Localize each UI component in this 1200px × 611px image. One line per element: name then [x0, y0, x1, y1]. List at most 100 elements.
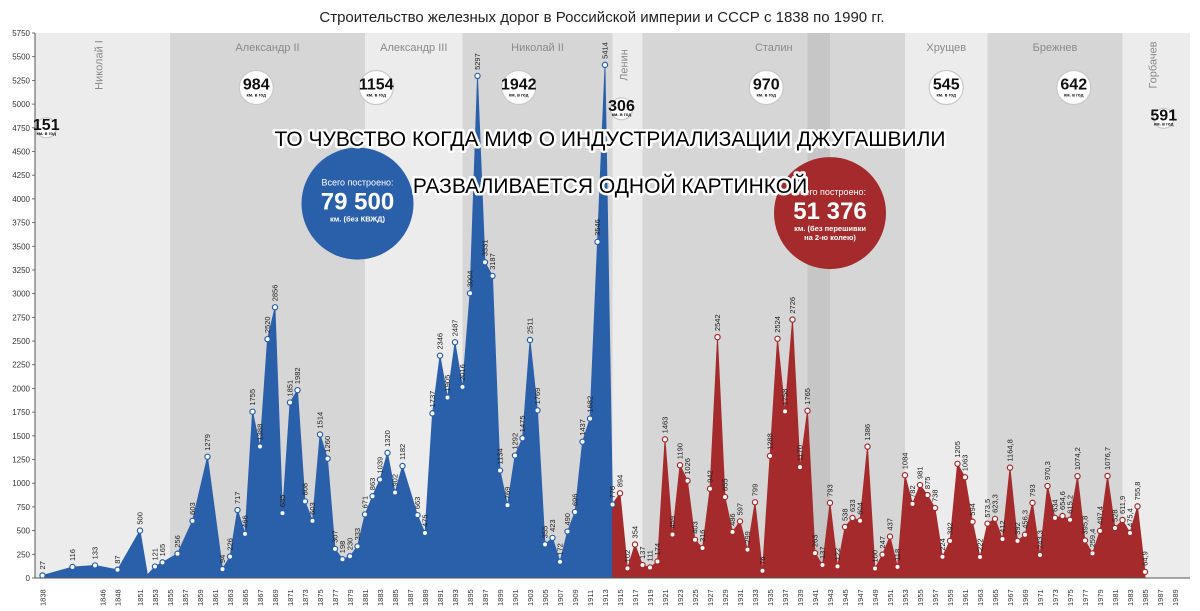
x-tick-label: 1909 — [571, 589, 580, 606]
x-tick-label: 1937 — [781, 589, 790, 606]
data-label: 615,2 — [1066, 495, 1075, 514]
era-label-3: Николай II — [511, 42, 564, 54]
badge-value: 970 — [753, 77, 780, 94]
data-point — [361, 511, 369, 518]
data-label: 500 — [136, 512, 145, 525]
x-tick-label: 1901 — [511, 589, 520, 606]
data-label: 133 — [91, 547, 100, 560]
data-point — [909, 500, 916, 508]
data-point — [414, 511, 421, 519]
x-tick-label: 1989 — [1171, 589, 1180, 606]
data-label: 894 — [616, 475, 625, 488]
data-point — [331, 545, 339, 553]
data-point — [309, 517, 316, 525]
data-label: 717 — [233, 492, 242, 505]
x-tick-label: 1957 — [931, 589, 940, 606]
era-label-0: Николай I — [94, 40, 106, 90]
era-band-4 — [612, 33, 643, 578]
y-tick-label: 5000 — [12, 100, 30, 109]
data-point — [256, 443, 264, 450]
y-tick-label: 500 — [17, 527, 31, 536]
y-tick-label: 4500 — [12, 147, 30, 156]
data-point — [39, 572, 46, 579]
x-tick-label: 1857 — [181, 589, 190, 606]
x-tick-label: 1853 — [151, 589, 160, 606]
data-point — [804, 407, 811, 414]
data-point — [1029, 499, 1036, 507]
total-circle-bg — [774, 157, 886, 270]
x-tick-label: 1905 — [541, 589, 550, 606]
x-tick-label: 1965 — [991, 589, 1000, 606]
data-point — [549, 534, 556, 542]
data-label: 111 — [646, 550, 655, 561]
data-label: 333 — [353, 528, 362, 541]
data-point — [699, 544, 706, 552]
badge-unit: км. в год — [367, 93, 387, 98]
badge-value: 1942 — [501, 77, 537, 94]
data-label: 437 — [886, 518, 895, 531]
x-tick-label: 1981 — [1111, 589, 1120, 606]
x-tick-label: 1963 — [976, 589, 985, 606]
data-label: 355 — [541, 526, 550, 539]
data-point — [346, 553, 354, 560]
data-point — [451, 339, 459, 346]
data-label: 1769 — [533, 388, 542, 405]
data-label: 64,9 — [1141, 551, 1150, 566]
data-point — [969, 518, 976, 525]
data-label: 782 — [908, 485, 917, 498]
x-tick-label: 1973 — [1051, 589, 1060, 606]
data-point — [939, 553, 946, 560]
data-label: 538 — [841, 508, 850, 521]
y-tick-label: 250 — [17, 550, 31, 559]
data-point — [841, 523, 849, 531]
x-tick-label: 1925 — [691, 589, 700, 606]
caption-halo: ТО ЧУВСТВО КОГДА МИФ О ИНДУСТРИАЛИЗАЦИИ … — [274, 128, 945, 151]
data-point — [999, 535, 1006, 543]
data-label: 2524 — [773, 316, 782, 333]
data-label: 981 — [916, 467, 925, 480]
data-point — [669, 531, 676, 538]
x-tick-label: 1911 — [586, 590, 595, 606]
era-label-6: Хрущев — [926, 42, 966, 54]
y-tick-label: 750 — [17, 503, 31, 512]
data-label: 354 — [631, 526, 640, 539]
data-point — [879, 551, 886, 558]
data-label: 604 — [856, 502, 865, 515]
data-label: 808 — [301, 483, 310, 496]
x-tick-label: 1848 — [114, 589, 123, 606]
data-label: 76 — [758, 556, 767, 564]
x-tick-label: 1891 — [436, 589, 445, 606]
y-tick-label: 3750 — [12, 219, 30, 228]
data-label: 102 — [623, 550, 632, 563]
data-label: 87 — [113, 555, 122, 563]
x-tick-label: 1907 — [556, 589, 565, 606]
data-point — [1119, 516, 1126, 524]
data-point — [849, 514, 856, 522]
data-point — [294, 386, 301, 394]
data-label: 1388 — [256, 424, 265, 441]
era-labels: Николай I Александр II Александр III Никола… — [94, 40, 1160, 90]
data-label: 1765 — [803, 388, 812, 405]
total-note-2: на 2-ю колею) — [804, 233, 856, 242]
data-point — [639, 561, 646, 569]
x-tick-label: 1846 — [99, 589, 108, 606]
data-point — [759, 567, 766, 574]
badge-value: 1154 — [359, 77, 394, 94]
data-point — [1089, 550, 1096, 557]
data-point — [916, 481, 924, 489]
chart-title: Строительство железных дорог в Российско… — [319, 9, 884, 26]
data-point — [459, 383, 466, 391]
badge-unit: км. в год — [757, 93, 777, 98]
data-point — [136, 527, 144, 534]
data-point — [1141, 568, 1149, 576]
data-label: 738 — [931, 490, 940, 503]
data-label: 395,8 — [1081, 516, 1090, 535]
data-point — [646, 564, 654, 571]
data-label: 226 — [226, 538, 235, 551]
x-tick-label: 1979 — [1096, 589, 1105, 606]
